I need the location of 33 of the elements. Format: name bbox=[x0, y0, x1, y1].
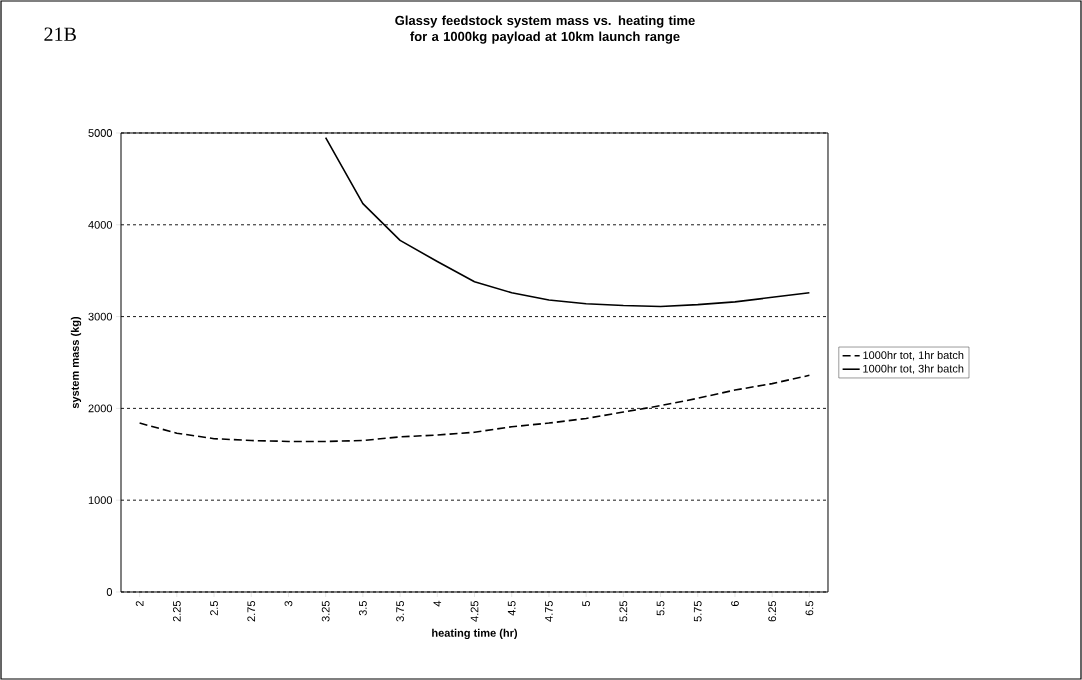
x-tick-label: 2.75 bbox=[247, 600, 256, 622]
x-tick-label: 3.5 bbox=[358, 600, 367, 616]
legend-label: 1000hr tot, 3hr batch bbox=[863, 364, 964, 374]
x-tick-label: 4.25 bbox=[470, 600, 479, 622]
x-tick-label: 6.5 bbox=[805, 600, 814, 616]
x-tick-label: 5 bbox=[582, 600, 590, 607]
x-tick-label: 4 bbox=[433, 600, 442, 607]
x-tick-label: 4.5 bbox=[507, 600, 516, 616]
y-tick-label: 3000 bbox=[88, 312, 113, 321]
x-tick-label: 2 bbox=[135, 601, 144, 607]
y-tick-label: 4000 bbox=[88, 220, 113, 229]
y-axis-title: system mass (kg) bbox=[70, 316, 82, 409]
x-tick-label: 5.25 bbox=[619, 600, 628, 622]
x-tick-label: 2.25 bbox=[172, 600, 181, 622]
chart-title: Glassy feedstock system mass vs. heating time for a 1000kg payload at 10km launch range bbox=[395, 15, 695, 44]
y-tick-label: 5000 bbox=[88, 129, 113, 137]
x-tick-label: 3 bbox=[284, 601, 293, 607]
y-tick-label: 1000 bbox=[88, 496, 113, 505]
x-tick-label: 3.75 bbox=[396, 600, 404, 622]
y-tick-label: 2000 bbox=[88, 404, 113, 413]
y-tick-label: 0 bbox=[106, 588, 113, 596]
x-tick-label: 4.75 bbox=[545, 600, 553, 622]
x-tick-label: 5.5 bbox=[656, 600, 665, 616]
line-series bbox=[138, 374, 811, 443]
x-axis-title: heating time (hr) bbox=[432, 628, 518, 640]
x-tick-label: 2.5 bbox=[210, 600, 218, 616]
x-tick-label: 6.25 bbox=[768, 600, 777, 622]
line-series bbox=[324, 136, 811, 308]
legend-label: 1000hr tot, 1hr batch bbox=[863, 351, 964, 361]
x-tick-label: 6 bbox=[731, 601, 739, 607]
text: 21B bbox=[44, 27, 76, 41]
x-tick-label: 5.75 bbox=[693, 600, 702, 622]
x-tick-label: 3.25 bbox=[321, 600, 330, 622]
